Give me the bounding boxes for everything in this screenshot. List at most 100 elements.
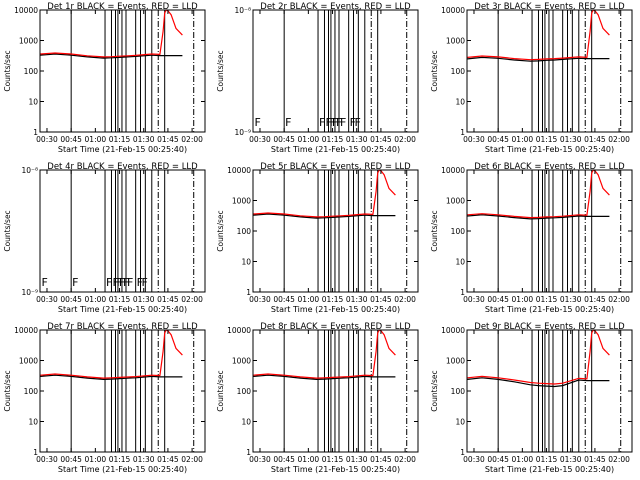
y-tick-label: 1000: [446, 197, 465, 206]
y-axis-label: Counts/sec: [3, 50, 12, 91]
x-tick-label: 02:00: [394, 135, 416, 144]
x-tick-label: 01:45: [157, 455, 179, 464]
x-tick-label: 02:00: [608, 455, 630, 464]
x-tick-label: 01:00: [512, 455, 534, 464]
x-tick-label: 01:30: [346, 135, 368, 144]
y-tick-label: 1000: [232, 197, 251, 206]
series-lld: [467, 169, 610, 219]
x-tick-label: 01:15: [109, 455, 131, 464]
y-tick-label: 100: [237, 227, 252, 236]
flag-label: F: [72, 276, 78, 289]
x-tick-label: 00:45: [487, 455, 509, 464]
x-tick-label: 01:15: [536, 135, 558, 144]
flag-label: F: [325, 116, 331, 129]
x-tick-label: 01:00: [85, 455, 107, 464]
series-events: [40, 374, 183, 381]
x-tick-label: 01:30: [560, 295, 582, 304]
flag-label: F: [137, 276, 143, 289]
flag-label: F: [285, 116, 291, 129]
y-tick-label: 10⁻⁹: [234, 128, 251, 137]
series-lld: [253, 169, 396, 218]
x-tick-label: 01:00: [298, 455, 320, 464]
x-axis-label: Start Time (21-Feb-15 00:25:40): [485, 465, 614, 474]
y-tick-label: 1: [460, 128, 465, 137]
x-tick-label: 00:30: [249, 295, 271, 304]
flag-label: F: [112, 276, 118, 289]
x-tick-label: 01:30: [560, 135, 582, 144]
x-tick-label: 02:00: [181, 455, 203, 464]
panel-5: Det 5r BLACK = Events, RED = LLD 1 10 100 10…: [216, 162, 419, 314]
panel-title: Det 6r BLACK = Events, RED = LLD: [474, 162, 625, 172]
flag-label: F: [127, 276, 133, 289]
flag-label: F: [255, 116, 261, 129]
y-axis-label: Counts/sec: [216, 370, 225, 411]
series-events: [467, 214, 610, 220]
flag-label: F: [330, 116, 336, 129]
panel-6: Det 6r BLACK = Events, RED = LLD 1 10 100 10…: [430, 162, 633, 314]
flag-label: F: [42, 276, 48, 289]
flag-label: F: [106, 276, 112, 289]
y-tick-label: 1: [460, 448, 465, 457]
panel-1: Det 1r BLACK = Events, RED = LLD 1 10 100 10…: [3, 2, 206, 154]
x-tick-label: 01:45: [370, 135, 392, 144]
x-tick-label: 01:00: [298, 135, 320, 144]
y-tick-label: 10: [455, 98, 465, 107]
y-axis-label: Counts/sec: [3, 370, 12, 411]
panel-title: Det 5r BLACK = Events, RED = LLD: [260, 162, 411, 172]
panel-8: Det 8r BLACK = Events, RED = LLD 1 10 100 10…: [216, 322, 419, 474]
flag-label: F: [340, 116, 346, 129]
plot-frame: [252, 9, 419, 133]
y-tick-label: 10000: [227, 326, 251, 335]
y-tick-label: 100: [24, 67, 39, 76]
x-tick-label: 00:45: [60, 135, 82, 144]
y-tick-label: 1000: [19, 37, 38, 46]
x-tick-label: 01:00: [512, 135, 534, 144]
x-tick-label: 00:30: [36, 135, 58, 144]
x-tick-label: 01:15: [536, 455, 558, 464]
x-axis-label: Start Time (21-Feb-15 00:25:40): [485, 305, 614, 314]
x-tick-label: 01:15: [322, 455, 344, 464]
panel-9: Det 9r BLACK = Events, RED = LLD 1 10 100 10…: [430, 322, 633, 474]
flag-label: F: [319, 116, 325, 129]
x-tick-label: 01:15: [322, 295, 344, 304]
plot-frame: [39, 329, 206, 453]
y-tick-label: 1000: [446, 37, 465, 46]
plot-frame: [39, 9, 206, 133]
panel-7: Det 7r BLACK = Events, RED = LLD 1 10 100 10…: [3, 322, 206, 474]
flag-label: F: [142, 276, 148, 289]
x-tick-label: 01:30: [346, 455, 368, 464]
y-tick-label: 10: [28, 98, 38, 107]
y-tick-label: 100: [237, 387, 252, 396]
y-tick-label: 1: [246, 448, 251, 457]
x-tick-label: 01:45: [370, 455, 392, 464]
series-lld: [253, 329, 396, 379]
x-tick-label: 02:00: [181, 295, 203, 304]
plot-frame: [39, 169, 206, 293]
x-axis-label: Start Time (21-Feb-15 00:25:40): [485, 145, 614, 154]
plot-frame: [252, 329, 419, 453]
x-tick-label: 00:30: [463, 135, 485, 144]
series-events: [253, 374, 396, 381]
x-tick-label: 01:45: [584, 455, 606, 464]
plot-frame: [252, 169, 419, 293]
panel-title: Det 8r BLACK = Events, RED = LLD: [260, 322, 411, 332]
flag-label: F: [350, 116, 356, 129]
y-tick-label: 10⁻⁸: [21, 166, 38, 175]
series-lld: [40, 9, 183, 58]
x-tick-label: 00:45: [487, 295, 509, 304]
y-tick-label: 10⁻⁹: [21, 288, 38, 297]
y-tick-label: 1: [246, 288, 251, 297]
y-axis-label: Counts/sec: [430, 50, 439, 91]
y-tick-label: 10: [28, 418, 38, 427]
plot-frame: [466, 169, 633, 293]
x-tick-label: 01:15: [322, 135, 344, 144]
x-tick-label: 01:00: [298, 295, 320, 304]
x-tick-label: 02:00: [608, 295, 630, 304]
x-tick-label: 01:30: [133, 295, 155, 304]
y-tick-label: 100: [24, 387, 39, 396]
x-tick-label: 02:00: [608, 135, 630, 144]
flag-label: F: [123, 276, 129, 289]
y-tick-label: 10000: [14, 6, 38, 15]
